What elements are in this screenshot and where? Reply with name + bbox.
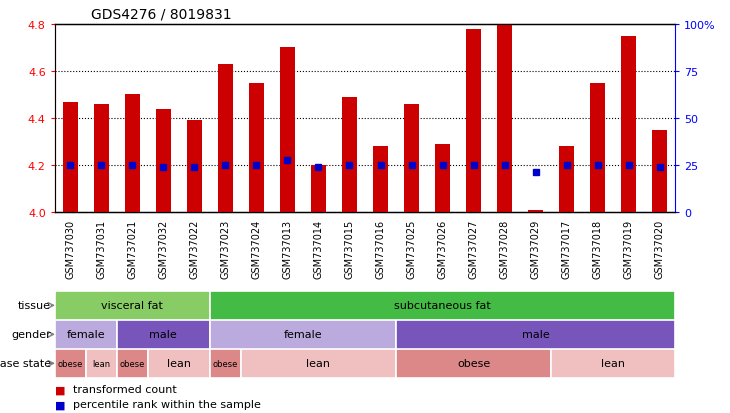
Text: GSM737020: GSM737020	[655, 219, 665, 278]
Text: male: male	[150, 330, 177, 339]
Text: GSM737030: GSM737030	[65, 219, 75, 278]
Text: tissue: tissue	[18, 301, 51, 311]
Text: transformed count: transformed count	[73, 385, 177, 394]
Text: ■: ■	[55, 385, 65, 394]
Text: GSM737019: GSM737019	[623, 219, 634, 278]
Bar	[63, 102, 78, 213]
Text: obese: obese	[120, 359, 145, 368]
Bar	[342, 97, 357, 213]
Text: GSM737029: GSM737029	[531, 219, 541, 278]
Text: GSM737027: GSM737027	[469, 219, 479, 278]
Text: GSM737015: GSM737015	[345, 219, 355, 278]
Text: GSM737026: GSM737026	[437, 219, 447, 278]
Text: GDS4276 / 8019831: GDS4276 / 8019831	[91, 7, 232, 21]
Text: GSM737022: GSM737022	[189, 219, 199, 278]
Bar	[590, 83, 605, 213]
Text: GSM737025: GSM737025	[407, 219, 417, 278]
Text: subcutaneous fat: subcutaneous fat	[394, 301, 491, 311]
Bar	[280, 48, 295, 213]
Text: GSM737028: GSM737028	[499, 219, 510, 278]
Text: female: female	[66, 330, 105, 339]
Bar	[466, 29, 481, 213]
Bar	[621, 36, 637, 213]
Bar	[396, 349, 551, 378]
Bar	[187, 121, 202, 213]
Bar	[210, 291, 675, 320]
Bar	[147, 349, 210, 378]
Text: disease state: disease state	[0, 358, 51, 368]
Bar	[241, 349, 396, 378]
Text: ■: ■	[55, 399, 65, 409]
Text: GSM737031: GSM737031	[96, 219, 107, 278]
Text: obese: obese	[457, 358, 491, 368]
Text: GSM737013: GSM737013	[283, 219, 293, 278]
Text: obese: obese	[58, 359, 83, 368]
Text: male: male	[522, 330, 550, 339]
Bar	[373, 147, 388, 213]
Text: GSM737016: GSM737016	[375, 219, 385, 278]
Bar	[117, 349, 147, 378]
Text: GSM737021: GSM737021	[127, 219, 137, 278]
Bar	[404, 104, 419, 213]
Bar	[86, 349, 117, 378]
Bar	[125, 95, 140, 213]
Text: female: female	[284, 330, 322, 339]
Text: lean: lean	[602, 358, 625, 368]
Text: GSM737023: GSM737023	[220, 219, 231, 278]
Text: lean: lean	[92, 359, 110, 368]
Text: GSM737014: GSM737014	[313, 219, 323, 278]
Text: GSM737018: GSM737018	[593, 219, 603, 278]
Text: obese: obese	[212, 359, 238, 368]
Bar	[528, 210, 543, 213]
Bar	[155, 109, 171, 213]
Bar	[435, 145, 450, 213]
Bar	[497, 25, 512, 213]
Bar	[55, 291, 210, 320]
Text: lean: lean	[307, 358, 331, 368]
Text: lean: lean	[167, 358, 191, 368]
Bar	[210, 349, 241, 378]
Bar	[551, 349, 675, 378]
Text: visceral fat: visceral fat	[101, 301, 164, 311]
Bar	[311, 166, 326, 213]
Bar	[55, 349, 86, 378]
Bar	[559, 147, 575, 213]
Text: percentile rank within the sample: percentile rank within the sample	[73, 399, 261, 409]
Text: GSM737032: GSM737032	[158, 219, 169, 278]
Text: gender: gender	[12, 330, 51, 339]
Bar	[210, 320, 396, 349]
Text: GSM737017: GSM737017	[561, 219, 572, 278]
Text: GSM737024: GSM737024	[251, 219, 261, 278]
Bar	[396, 320, 675, 349]
Bar	[117, 320, 210, 349]
Bar	[218, 65, 233, 213]
Bar	[652, 131, 667, 213]
Bar	[249, 83, 264, 213]
Bar	[55, 320, 117, 349]
Bar	[93, 104, 109, 213]
